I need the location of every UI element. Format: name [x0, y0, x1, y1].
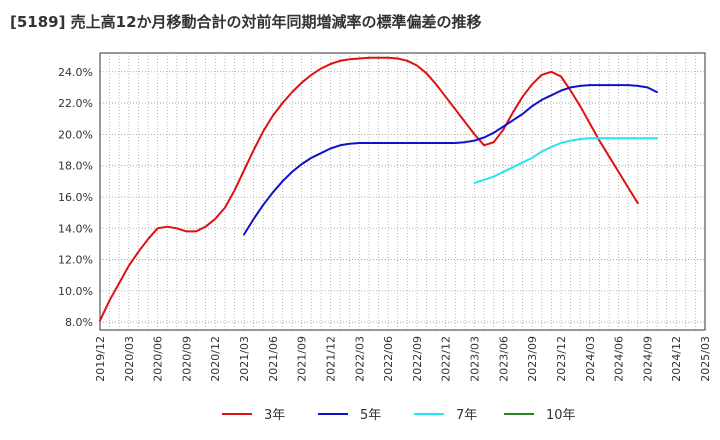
y-tick-label: 8.0% [65, 316, 93, 329]
x-tick-label: 2021/12 [324, 336, 337, 382]
legend-label: 5年 [360, 408, 381, 423]
x-tick-label: 2025/03 [699, 336, 712, 382]
x-tick-label: 2021/03 [238, 336, 251, 382]
y-tick-label: 22.0% [58, 97, 93, 110]
series-line-5年 [243, 84, 658, 236]
x-tick-label: 2023/12 [555, 336, 568, 382]
x-tick-label: 2019/12 [94, 336, 107, 382]
x-tick-label: 2022/06 [382, 336, 395, 382]
y-tick-label: 10.0% [58, 285, 93, 298]
x-tick-label: 2023/09 [526, 336, 539, 382]
x-tick-label: 2023/06 [497, 336, 510, 382]
y-tick-label: 16.0% [58, 191, 93, 204]
y-tick-label: 18.0% [58, 160, 93, 173]
y-tick-label: 24.0% [58, 66, 93, 79]
x-tick-label: 2022/03 [353, 336, 366, 382]
x-tick-label: 2024/06 [613, 336, 626, 382]
x-tick-label: 2020/09 [180, 336, 193, 382]
x-tick-label: 2020/06 [152, 336, 165, 382]
series-line-7年 [473, 137, 658, 184]
x-tick-label: 2023/03 [469, 336, 482, 382]
x-tick-label: 2020/12 [209, 336, 222, 382]
y-tick-label: 14.0% [58, 222, 93, 235]
plot-border [99, 52, 706, 331]
x-tick-label: 2022/09 [411, 336, 424, 382]
legend-label: 7年 [456, 408, 477, 423]
legend-label: 10年 [546, 408, 576, 423]
x-tick-label: 2024/03 [584, 336, 597, 382]
x-tick-label: 2021/06 [267, 336, 280, 382]
x-tick-label: 2022/12 [440, 336, 453, 382]
y-tick-label: 20.0% [58, 128, 93, 141]
y-tick-label: 12.0% [58, 254, 93, 267]
chart-title: [5189] 売上高12か月移動合計の対前年同期増減率の標準偏差の推移 [10, 13, 482, 31]
series-line-3年 [99, 56, 639, 322]
x-tick-label: 2024/12 [670, 336, 683, 382]
x-tick-label: 2020/03 [123, 336, 136, 382]
legend-label: 3年 [264, 408, 285, 423]
x-tick-label: 2021/09 [296, 336, 309, 382]
x-tick-label: 2024/09 [641, 336, 654, 382]
plot-area [100, 53, 705, 330]
